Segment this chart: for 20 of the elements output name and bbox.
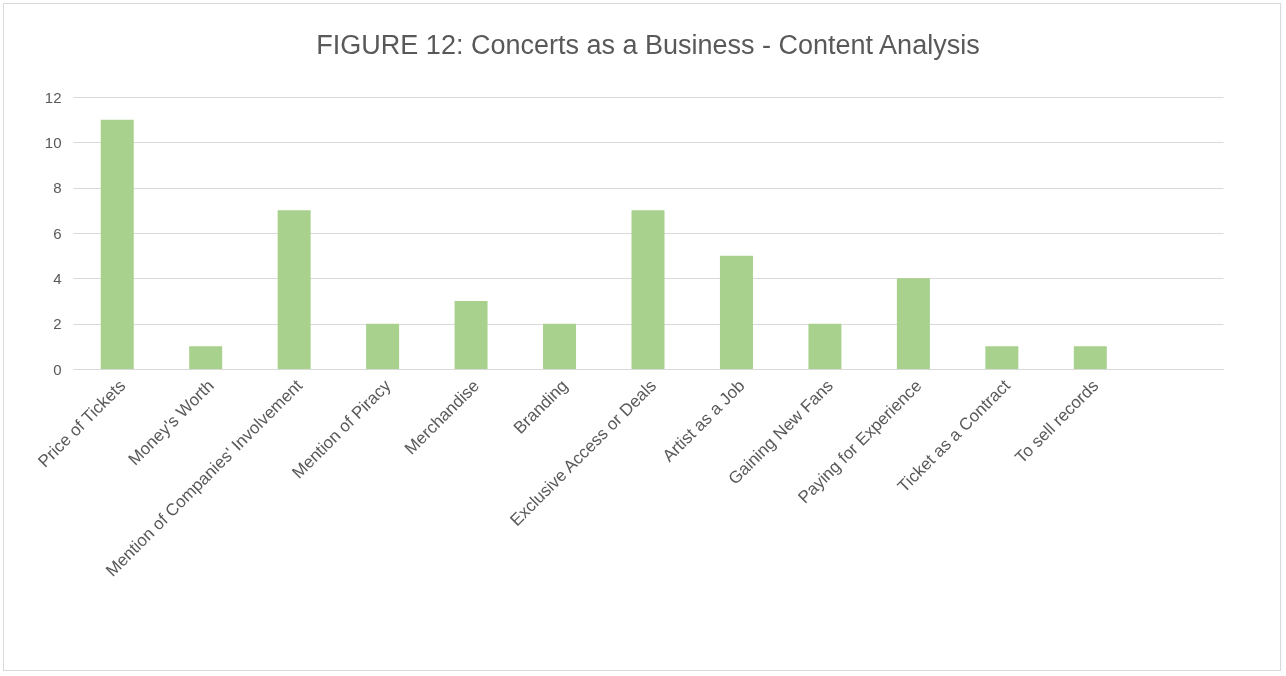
y-tick-label: 0 <box>53 360 62 378</box>
y-tick-label: 10 <box>44 133 62 151</box>
bar <box>719 255 753 369</box>
chart-title: FIGURE 12: Concerts as a Business - Content Analysis <box>316 30 980 60</box>
bar <box>1073 346 1107 369</box>
y-tick-label: 4 <box>53 269 62 287</box>
bar <box>454 301 488 369</box>
bar <box>985 346 1019 369</box>
bar <box>277 210 311 369</box>
y-tick-label: 12 <box>44 88 62 106</box>
bar <box>896 278 930 369</box>
bar <box>543 323 577 369</box>
bar <box>189 346 223 369</box>
bar <box>100 119 134 369</box>
bar <box>631 210 665 369</box>
bar <box>366 323 400 369</box>
y-tick-label: 6 <box>53 224 62 242</box>
y-tick-label: 2 <box>53 315 62 333</box>
bar <box>808 323 842 369</box>
y-tick-label: 8 <box>53 179 62 197</box>
